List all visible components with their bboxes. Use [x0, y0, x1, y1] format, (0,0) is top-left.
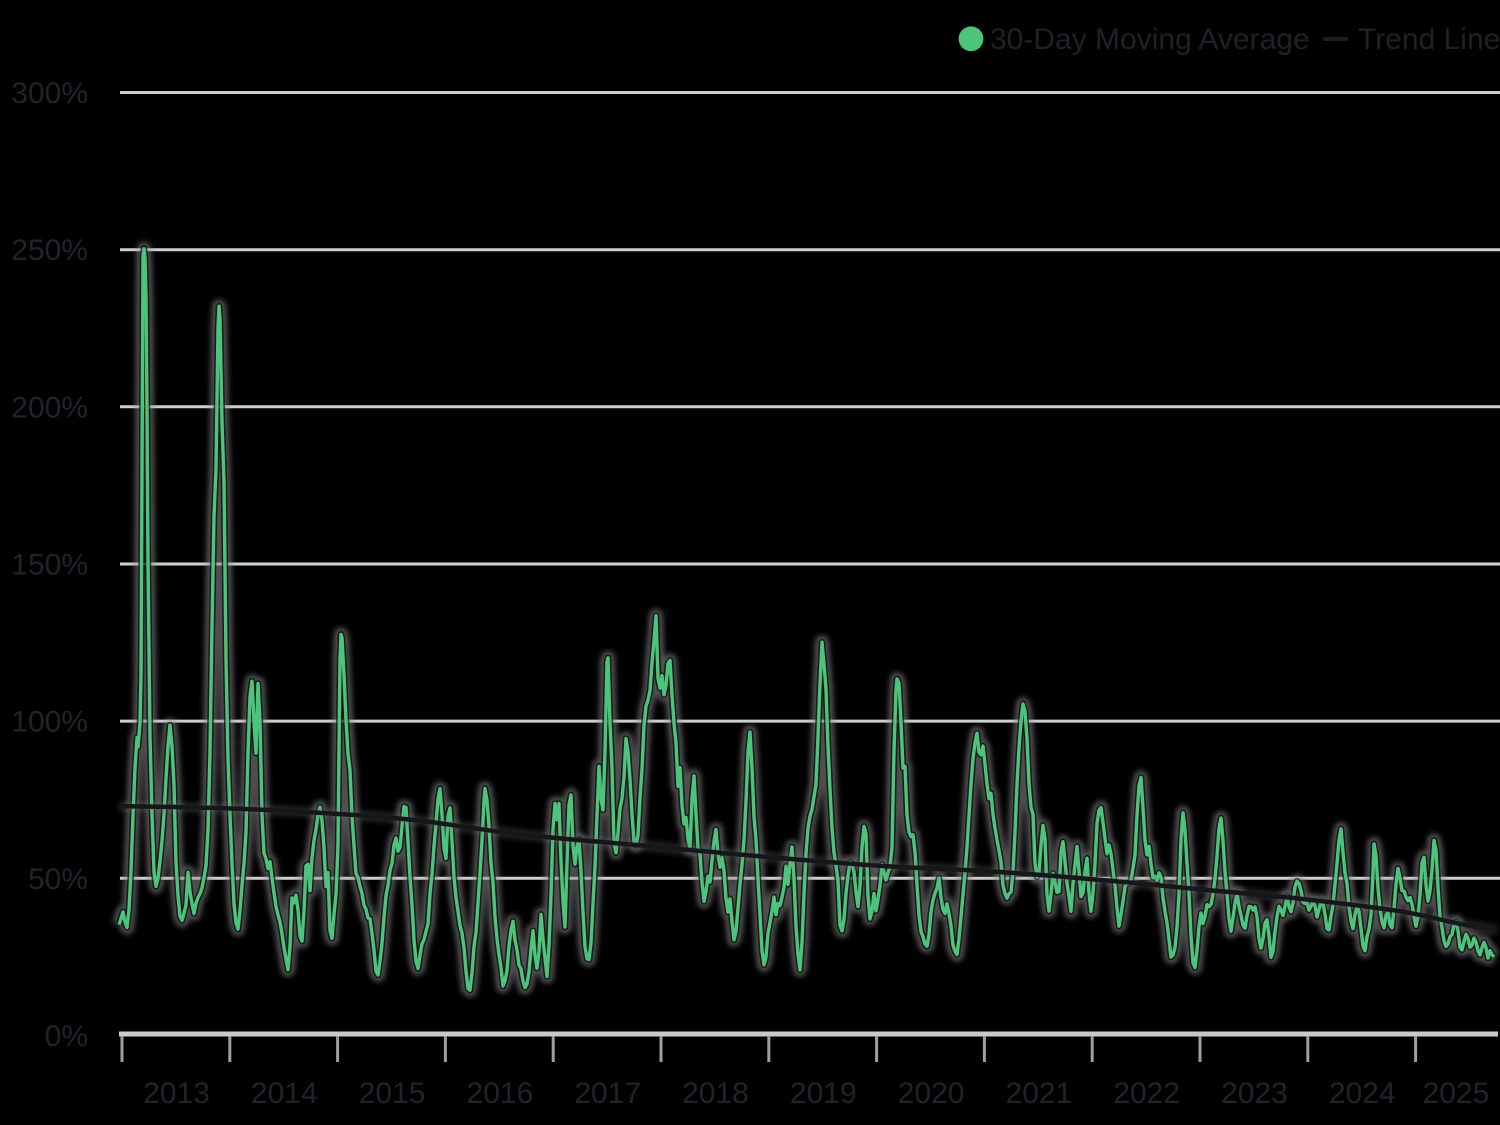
svg-text:2018: 2018: [682, 1077, 749, 1110]
svg-text:2013: 2013: [143, 1077, 210, 1110]
svg-text:2017: 2017: [574, 1077, 641, 1110]
svg-text:50%: 50%: [28, 863, 88, 896]
svg-text:2024: 2024: [1329, 1077, 1396, 1110]
svg-text:2025: 2025: [1423, 1077, 1490, 1110]
svg-text:2020: 2020: [898, 1077, 965, 1110]
svg-text:150%: 150%: [11, 549, 88, 582]
svg-text:0%: 0%: [45, 1020, 88, 1053]
svg-text:2021: 2021: [1006, 1077, 1073, 1110]
svg-text:2019: 2019: [790, 1077, 857, 1110]
svg-text:100%: 100%: [11, 706, 88, 739]
svg-text:2023: 2023: [1221, 1077, 1288, 1110]
svg-text:Trend Line: Trend Line: [1358, 23, 1500, 56]
svg-text:2016: 2016: [467, 1077, 534, 1110]
svg-text:2014: 2014: [251, 1077, 318, 1110]
svg-text:250%: 250%: [11, 234, 88, 267]
svg-text:2022: 2022: [1113, 1077, 1180, 1110]
svg-text:30-Day Moving Average: 30-Day Moving Average: [990, 23, 1310, 56]
svg-text:300%: 300%: [11, 77, 88, 110]
svg-text:200%: 200%: [11, 391, 88, 424]
svg-text:2015: 2015: [359, 1077, 426, 1110]
